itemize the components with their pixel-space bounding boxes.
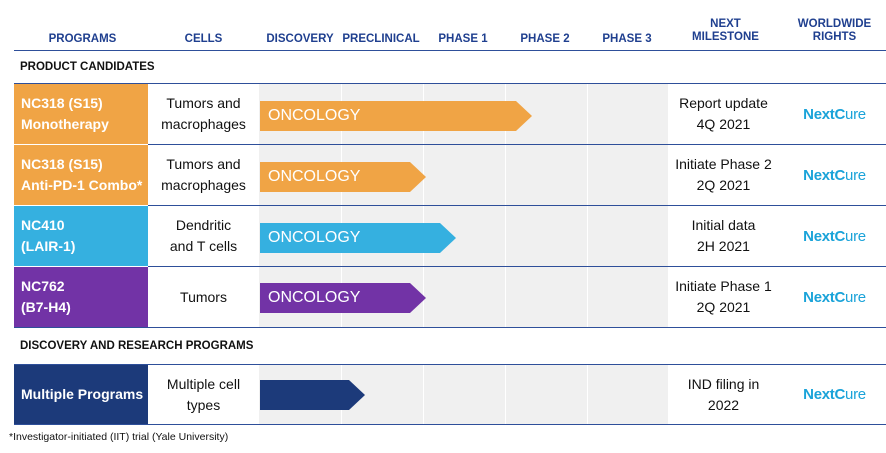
milestone-cell: IND filing in 2022	[668, 365, 779, 424]
milestone-line2: 2022	[707, 396, 740, 413]
grid-separator	[423, 365, 424, 424]
milestone-cell: Report update 4Q 2021	[668, 84, 779, 144]
milestone-line1: Initial data	[691, 217, 756, 233]
rights-cell: NextCure	[783, 84, 886, 144]
section-product-candidates: PRODUCT CANDIDATES	[20, 61, 155, 73]
pipeline-arrow	[260, 283, 426, 313]
milestone-cell: Initial data 2H 2021	[668, 206, 779, 266]
program-cell: NC410 (LAIR-1)	[14, 206, 148, 266]
header-rights-line1: WORLDWIDE	[797, 18, 872, 30]
header-cells: CELLS	[184, 33, 223, 45]
header-worldwide-rights: WORLDWIDE RIGHTS	[783, 18, 886, 44]
header-preclinical: PRECLINICAL	[342, 33, 420, 45]
program-detail: Monotherapy	[21, 116, 109, 132]
pipeline-arrow	[260, 162, 426, 192]
cells-line2: and T cells	[169, 238, 238, 254]
nextcure-logo: NextCure	[803, 105, 866, 123]
section-divider-1	[14, 83, 886, 84]
row-divider	[148, 205, 886, 206]
header-discovery: DISCOVERY	[266, 33, 334, 45]
program-cell: NC318 (S15) Anti-PD-1 Combo*	[14, 145, 148, 205]
milestone-cell: Initiate Phase 1 2Q 2021	[668, 267, 779, 327]
rights-cell: NextCure	[783, 206, 886, 266]
program-cell: Multiple Programs	[14, 365, 148, 424]
footnote: *Investigator-initiated (IIT) trial (Yal…	[9, 431, 229, 443]
rights-cell: NextCure	[783, 365, 886, 424]
milestone-line2: 2Q 2021	[696, 299, 751, 315]
program-name: NC318 (S15)	[21, 156, 103, 172]
program-cell: NC318 (S15) Monotherapy	[14, 84, 148, 144]
header-next-milestone-line2: MILESTONE	[692, 31, 759, 43]
cells-line1: Multiple cell	[166, 375, 241, 392]
row-divider	[148, 144, 886, 145]
rights-cell: NextCure	[783, 145, 886, 205]
cells-cell: Multiple cell types	[148, 365, 259, 424]
cells-line1: Tumors and	[166, 95, 241, 111]
program-name: NC762	[21, 278, 65, 294]
grid-separator	[587, 365, 588, 424]
milestone-line2: 2H 2021	[697, 238, 750, 254]
cells-cell: Tumors	[148, 267, 259, 327]
arrow-label: ONCOLOGY	[268, 229, 361, 246]
header-phase2: PHASE 2	[520, 33, 570, 45]
milestone-line1: Initiate Phase 1	[675, 278, 772, 294]
header-divider	[14, 50, 886, 51]
program-detail: Anti-PD-1 Combo*	[21, 177, 143, 193]
pipeline-arrow	[260, 101, 532, 131]
cells-cell: Tumors and macrophages	[148, 145, 259, 205]
arrow-label: ONCOLOGY	[268, 107, 361, 124]
section-divider-2	[14, 364, 886, 365]
milestone-line2: 2Q 2021	[696, 177, 751, 193]
program-detail: (B7-H4)	[21, 299, 71, 315]
rights-cell: NextCure	[783, 267, 886, 327]
milestone-line1: IND filing in	[687, 375, 760, 392]
cells-cell: Tumors and macrophages	[148, 84, 259, 144]
grid-separator	[505, 365, 506, 424]
header-rights-line2: RIGHTS	[812, 31, 857, 43]
section-end-divider	[14, 327, 886, 328]
header-programs: PROGRAMS	[48, 33, 117, 45]
program-name: Multiple Programs	[21, 386, 144, 402]
arrow-label: ONCOLOGY	[268, 168, 361, 185]
nextcure-logo: NextCure	[803, 166, 866, 184]
row-divider	[148, 266, 886, 267]
program-name: NC318 (S15)	[21, 95, 103, 111]
section-discovery-research: DISCOVERY AND RESEARCH PROGRAMS	[20, 340, 254, 352]
cells-cell: Dendritic and T cells	[148, 206, 259, 266]
milestone-line1: Report update	[679, 95, 768, 111]
program-name: NC410	[21, 217, 65, 233]
milestone-line2: 4Q 2021	[696, 116, 751, 132]
program-detail: (LAIR-1)	[21, 238, 76, 254]
header-phase1: PHASE 1	[438, 33, 488, 45]
arrow-label: ONCOLOGY	[268, 289, 361, 306]
pipeline-arrow	[260, 380, 365, 410]
program-cell: NC762 (B7-H4)	[14, 267, 148, 327]
nextcure-logo: NextCure	[803, 227, 866, 245]
table-bottom-divider	[14, 424, 886, 425]
cells-line2: macrophages	[161, 116, 246, 132]
header-next-milestone: NEXT MILESTONE	[668, 18, 783, 44]
pipeline-arrow	[260, 223, 456, 253]
nextcure-logo: NextCure	[803, 288, 866, 306]
milestone-line1: Initiate Phase 2	[675, 156, 772, 172]
header-next-milestone-line1: NEXT	[710, 18, 741, 30]
cells-line1: Dendritic	[175, 217, 232, 233]
cells-line1: Tumors and	[166, 156, 241, 172]
cells-line2: macrophages	[161, 177, 246, 193]
header-phase3: PHASE 3	[602, 33, 652, 45]
nextcure-logo: NextCure	[803, 386, 866, 403]
cells-line1: Tumors	[180, 288, 227, 305]
milestone-cell: Initiate Phase 2 2Q 2021	[668, 145, 779, 205]
cells-line2: types	[186, 396, 221, 413]
